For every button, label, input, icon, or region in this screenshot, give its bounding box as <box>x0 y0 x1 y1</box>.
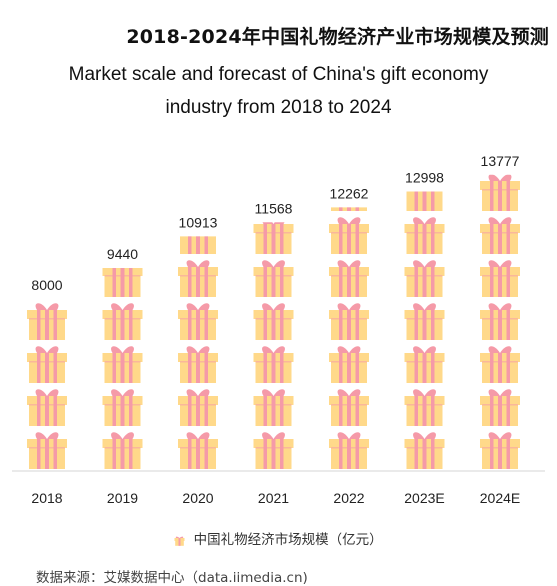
x-tick-label-2021: 2021 <box>258 490 289 506</box>
legend-label: 中国礼物经济市场规模（亿元） <box>193 532 383 548</box>
chart-title-en: Market scale and forecast of China's gif… <box>68 64 489 118</box>
x-tick-label-2022: 2022 <box>333 490 364 506</box>
bar-2020 <box>178 236 218 469</box>
value-label-2023E: 12998 <box>405 170 444 186</box>
value-labels-layer: 8000 9440 10913 11568 12262 12998 13777 <box>31 153 519 293</box>
value-label-2021: 11568 <box>255 200 293 216</box>
bar-2018 <box>27 303 67 469</box>
value-label-2020: 10913 <box>179 214 218 230</box>
chart-title-cn: 2018-2024年中国礼物经济产业市场规模及预测 <box>126 26 549 48</box>
x-tick-labels-layer: 2018 2019 2020 2021 2022 2023E 2024E <box>31 490 520 506</box>
x-tick-label-2019: 2019 <box>107 490 138 506</box>
legend: 中国礼物经济市场规模（亿元） <box>0 528 557 548</box>
x-tick-label-2023E: 2023E <box>404 490 444 506</box>
source-note: 数据来源：艾媒数据中心（data.iimedia.cn) <box>36 570 308 586</box>
bar-2019 <box>102 268 143 469</box>
value-label-2022: 12262 <box>330 185 369 201</box>
value-label-2018: 8000 <box>31 277 62 293</box>
bars-layer <box>27 174 520 469</box>
bar-2022 <box>329 207 369 469</box>
x-tick-label-2024E: 2024E <box>480 490 520 506</box>
value-label-2024E: 13777 <box>481 153 520 169</box>
bar-2023E <box>404 191 445 469</box>
x-tick-label-2018: 2018 <box>31 490 62 506</box>
x-tick-label-2020: 2020 <box>182 490 213 506</box>
bar-2024E <box>480 174 520 469</box>
gift-icon <box>174 536 185 546</box>
bar-2021 <box>253 222 294 469</box>
value-label-2019: 9440 <box>107 246 138 262</box>
